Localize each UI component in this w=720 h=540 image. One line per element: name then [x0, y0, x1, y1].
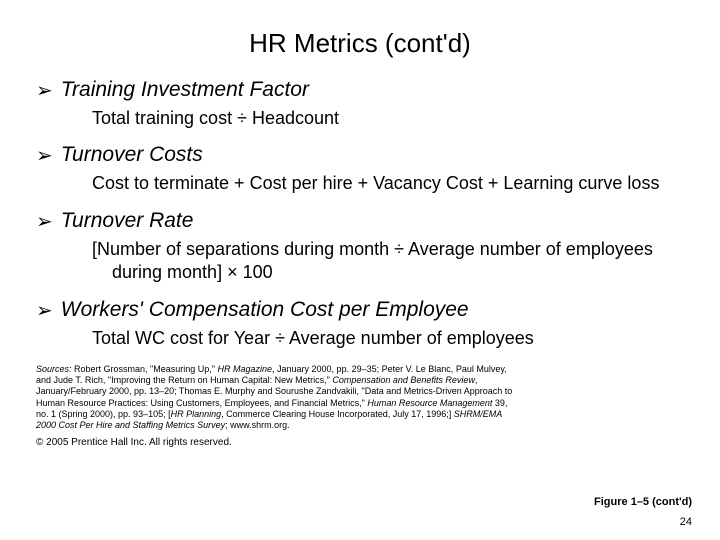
- metric-item: ➢ Turnover Costs Cost to terminate + Cost …: [36, 142, 684, 195]
- metric-heading: ➢ Workers' Compensation Cost per Employee: [36, 297, 684, 323]
- metric-item: ➢ Training Investment Factor Total trainin…: [36, 77, 684, 130]
- bullet-arrow-icon: ➢: [36, 208, 53, 234]
- slide-title: HR Metrics (cont'd): [36, 28, 684, 59]
- metrics-list: ➢ Training Investment Factor Total trainin…: [36, 77, 684, 350]
- metric-name: Training Investment Factor: [61, 77, 309, 102]
- copyright-text: © 2005 Prentice Hall Inc. All rights res…: [36, 437, 684, 448]
- metric-heading: ➢ Turnover Rate: [36, 208, 684, 234]
- figure-label: Figure 1–5 (cont'd): [594, 496, 692, 508]
- page-number: 24: [680, 516, 692, 528]
- bullet-arrow-icon: ➢: [36, 77, 53, 103]
- metric-formula: Cost to terminate + Cost per hire + Vaca…: [56, 172, 684, 195]
- metric-formula: Total training cost ÷ Headcount: [56, 107, 684, 130]
- bullet-arrow-icon: ➢: [36, 297, 53, 323]
- metric-name: Turnover Costs: [61, 142, 203, 167]
- sources-text: Sources: Robert Grossman, "Measuring Up,…: [36, 364, 516, 432]
- metric-heading: ➢ Training Investment Factor: [36, 77, 684, 103]
- metric-heading: ➢ Turnover Costs: [36, 142, 684, 168]
- metric-formula: [Number of separations during month ÷ Av…: [56, 238, 684, 285]
- metric-name: Turnover Rate: [61, 208, 194, 233]
- metric-name: Workers' Compensation Cost per Employee: [61, 297, 469, 322]
- metric-formula: Total WC cost for Year ÷ Average number …: [56, 327, 684, 350]
- bullet-arrow-icon: ➢: [36, 142, 53, 168]
- metric-item: ➢ Turnover Rate [Number of separations dur…: [36, 208, 684, 285]
- metric-item: ➢ Workers' Compensation Cost per Employee…: [36, 297, 684, 350]
